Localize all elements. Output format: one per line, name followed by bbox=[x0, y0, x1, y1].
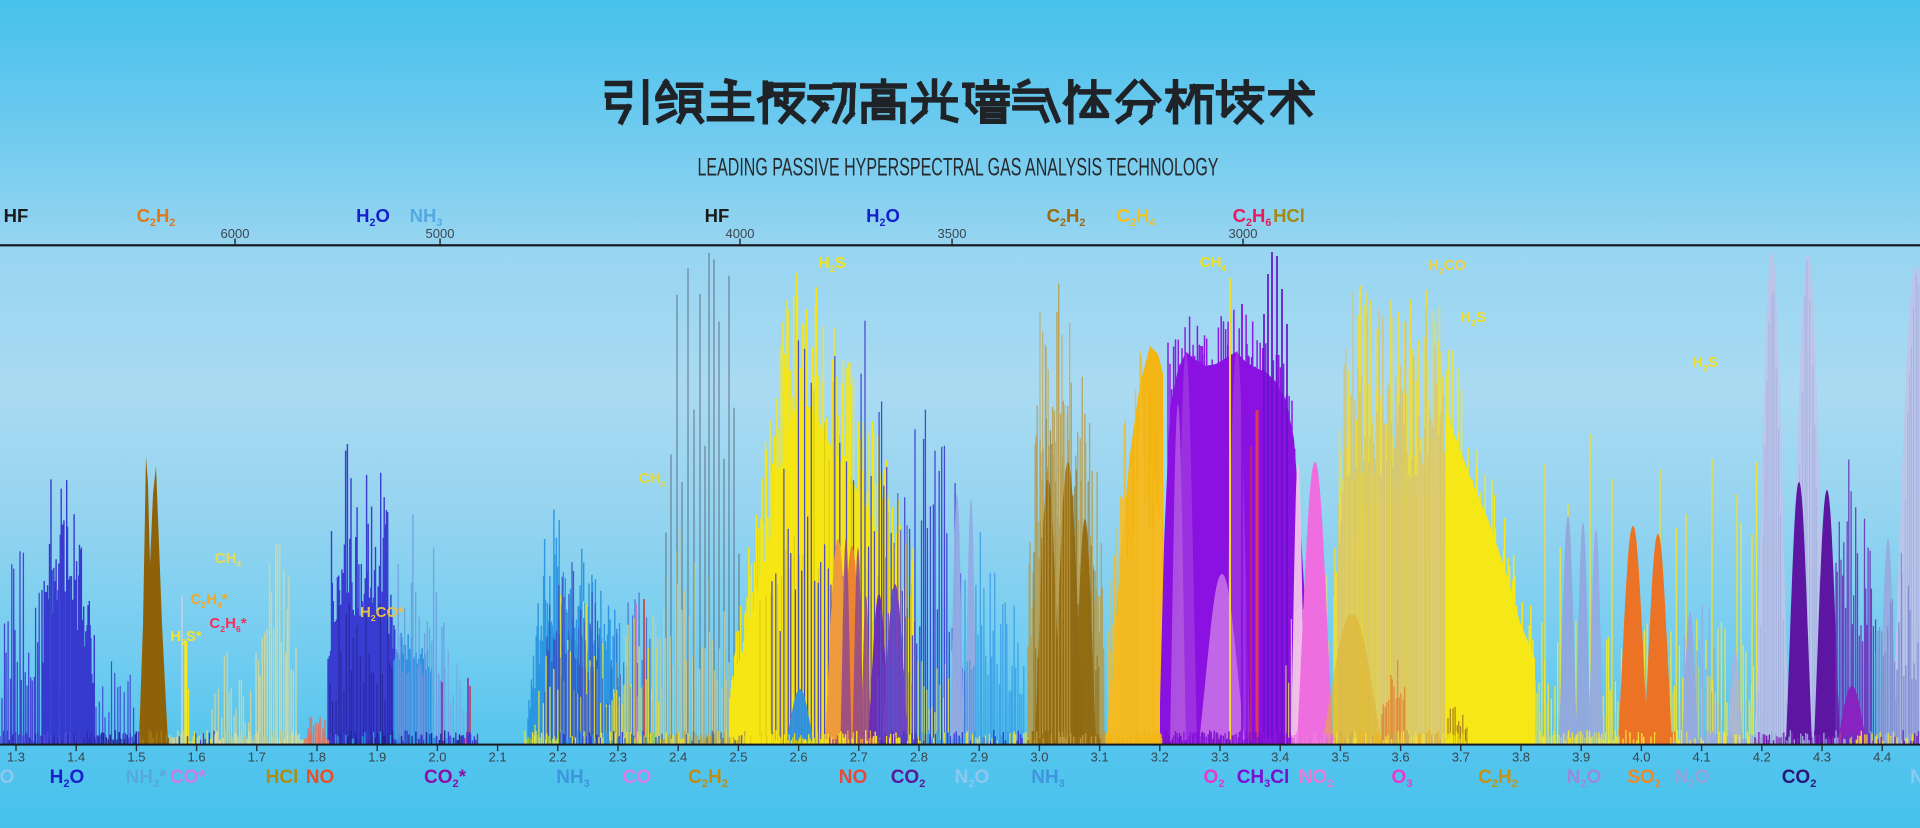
svg-text:HCl: HCl bbox=[266, 767, 299, 788]
svg-text:H2S: H2S bbox=[1460, 309, 1486, 328]
svg-text:1.5: 1.5 bbox=[127, 750, 145, 765]
svg-text:CH4: CH4 bbox=[1200, 254, 1227, 273]
svg-text:CO: CO bbox=[623, 767, 652, 788]
svg-text:1.3: 1.3 bbox=[7, 750, 25, 765]
svg-text:NO: NO bbox=[306, 767, 335, 788]
svg-text:HF: HF bbox=[705, 205, 730, 226]
svg-text:3500: 3500 bbox=[938, 226, 967, 241]
svg-text:3.0: 3.0 bbox=[1030, 750, 1048, 765]
svg-text:N2O: N2O bbox=[1675, 767, 1710, 790]
svg-text:2.9: 2.9 bbox=[970, 750, 988, 765]
svg-text:4.4: 4.4 bbox=[1873, 750, 1891, 765]
svg-text:NH3*: NH3* bbox=[126, 767, 168, 790]
svg-text:H2O: H2O bbox=[356, 205, 390, 229]
svg-text:C2H4*: C2H4* bbox=[190, 591, 227, 610]
svg-text:N2O: N2O bbox=[955, 767, 990, 790]
svg-text:H2S*: H2S* bbox=[170, 628, 202, 647]
svg-text:3.1: 3.1 bbox=[1091, 750, 1109, 765]
svg-text:NH3: NH3 bbox=[410, 205, 443, 229]
svg-text:CH3Cl: CH3Cl bbox=[1237, 767, 1290, 790]
svg-text:1.8: 1.8 bbox=[308, 750, 326, 765]
svg-text:1.7: 1.7 bbox=[248, 750, 266, 765]
svg-text:4.0: 4.0 bbox=[1632, 750, 1650, 765]
svg-text:4.2: 4.2 bbox=[1753, 750, 1771, 765]
svg-text:N2O: N2O bbox=[1567, 767, 1602, 790]
svg-text:C2H2: C2H2 bbox=[1047, 205, 1086, 229]
svg-text:C2H2: C2H2 bbox=[688, 767, 728, 790]
svg-text:CH4: CH4 bbox=[639, 470, 666, 489]
svg-text:1.9: 1.9 bbox=[368, 750, 386, 765]
svg-text:2O: 2O bbox=[0, 767, 14, 790]
svg-text:H2S: H2S bbox=[818, 255, 846, 274]
svg-text:3.4: 3.4 bbox=[1271, 750, 1289, 765]
svg-text:C2H2: C2H2 bbox=[1478, 767, 1518, 790]
svg-text:6000: 6000 bbox=[221, 226, 250, 241]
svg-text:C2H6*: C2H6* bbox=[209, 615, 246, 634]
svg-text:3000: 3000 bbox=[1229, 226, 1258, 241]
svg-text:CO2*: CO2* bbox=[424, 767, 467, 790]
svg-text:1.6: 1.6 bbox=[188, 750, 206, 765]
svg-text:CH4: CH4 bbox=[215, 550, 242, 569]
svg-text:H2O: H2O bbox=[50, 767, 85, 790]
svg-text:3.7: 3.7 bbox=[1452, 750, 1470, 765]
svg-text:3.6: 3.6 bbox=[1392, 750, 1410, 765]
svg-text:5000: 5000 bbox=[426, 226, 455, 241]
svg-text:3.5: 3.5 bbox=[1331, 750, 1349, 765]
svg-text:2.3: 2.3 bbox=[609, 750, 627, 765]
svg-text:NO2: NO2 bbox=[1299, 767, 1334, 790]
svg-text:2.8: 2.8 bbox=[910, 750, 928, 765]
svg-text:CO2: CO2 bbox=[891, 767, 926, 790]
svg-text:NH3: NH3 bbox=[556, 767, 590, 790]
svg-text:C2H6: C2H6 bbox=[1233, 205, 1272, 229]
svg-text:2.2: 2.2 bbox=[549, 750, 567, 765]
svg-text:LEADING PASSIVE HYPERSPECTRAL: LEADING PASSIVE HYPERSPECTRAL GAS ANALYS… bbox=[698, 154, 1219, 182]
svg-text:3.9: 3.9 bbox=[1572, 750, 1590, 765]
svg-text:SO2: SO2 bbox=[1627, 767, 1661, 790]
svg-text:H2S: H2S bbox=[1692, 354, 1718, 373]
svg-text:O2: O2 bbox=[1204, 767, 1225, 790]
svg-text:N: N bbox=[1910, 767, 1920, 788]
svg-text:H2CO: H2CO bbox=[1428, 257, 1467, 276]
svg-text:H2O: H2O bbox=[866, 205, 900, 229]
svg-text:1.4: 1.4 bbox=[67, 750, 85, 765]
svg-text:3.3: 3.3 bbox=[1211, 750, 1229, 765]
svg-text:2.1: 2.1 bbox=[489, 750, 507, 765]
svg-text:3.2: 3.2 bbox=[1151, 750, 1169, 765]
svg-text:C2H4: C2H4 bbox=[1117, 205, 1156, 229]
svg-text:CO2: CO2 bbox=[1782, 767, 1817, 790]
svg-text:4000: 4000 bbox=[726, 226, 755, 241]
svg-text:NH3: NH3 bbox=[1031, 767, 1065, 790]
svg-text:2.6: 2.6 bbox=[790, 750, 808, 765]
svg-text:C2H2: C2H2 bbox=[137, 205, 176, 229]
svg-text:HCl: HCl bbox=[1273, 205, 1305, 226]
svg-text:2.7: 2.7 bbox=[850, 750, 868, 765]
svg-text:O3: O3 bbox=[1392, 767, 1413, 790]
svg-text:NO: NO bbox=[839, 767, 868, 788]
svg-text:2.5: 2.5 bbox=[729, 750, 747, 765]
svg-text:H2CO*: H2CO* bbox=[360, 604, 404, 623]
svg-text:2.4: 2.4 bbox=[669, 750, 687, 765]
svg-text:4.3: 4.3 bbox=[1813, 750, 1831, 765]
svg-text:3.8: 3.8 bbox=[1512, 750, 1530, 765]
svg-text:2.0: 2.0 bbox=[428, 750, 446, 765]
svg-text:CO*: CO* bbox=[170, 767, 207, 788]
svg-text:HF: HF bbox=[4, 205, 29, 226]
svg-text:4.1: 4.1 bbox=[1693, 750, 1711, 765]
